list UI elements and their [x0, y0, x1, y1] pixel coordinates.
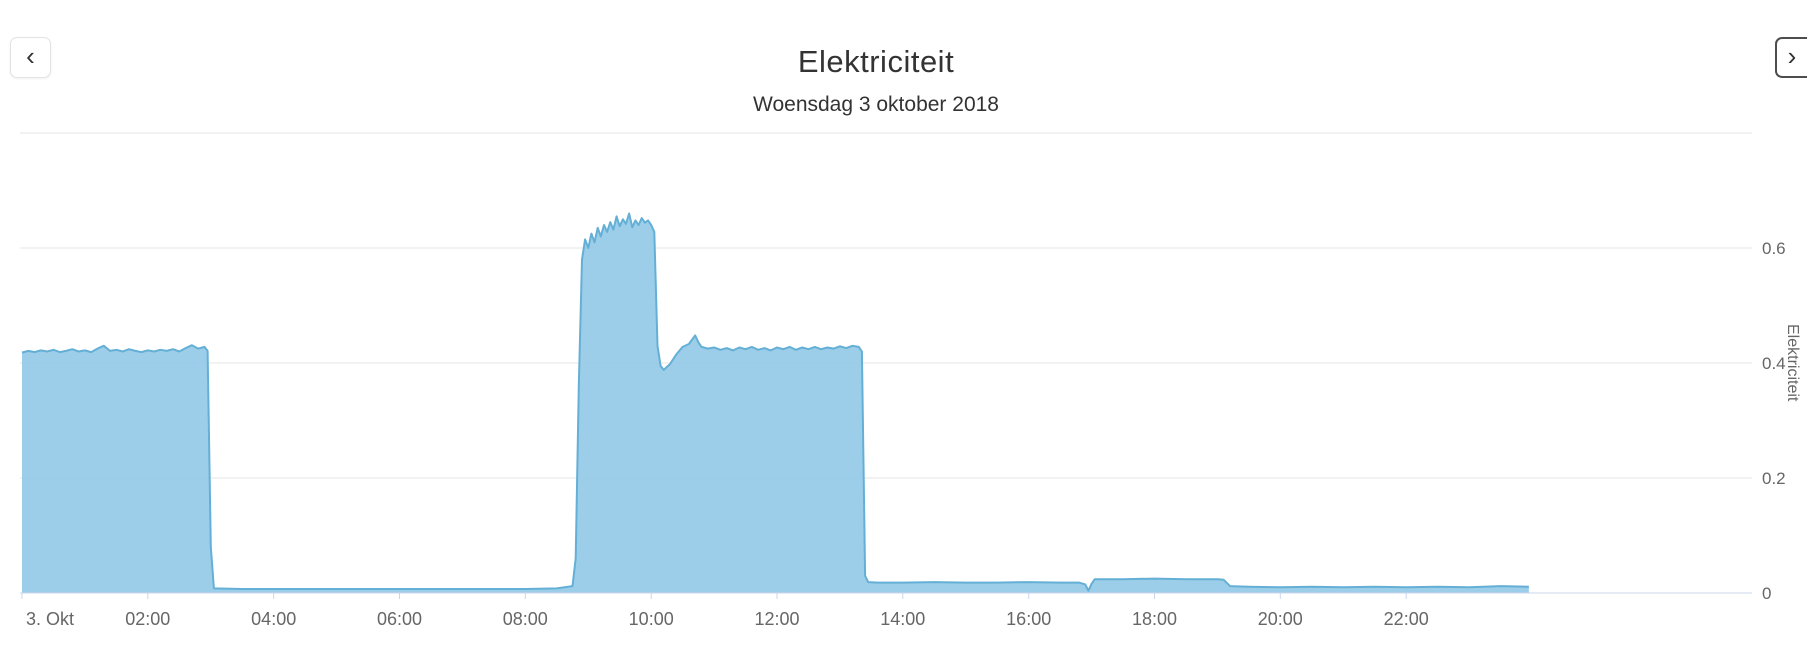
y-tick-label: 0 — [1762, 584, 1771, 603]
chart-subtitle: Woensdag 3 oktober 2018 — [753, 93, 999, 116]
x-tick-label: 06:00 — [377, 609, 422, 629]
series-line — [21, 212, 1529, 592]
x-tick-label: 10:00 — [629, 609, 674, 629]
page-title: Elektriciteit — [797, 44, 955, 79]
y-tick-label: 0.6 — [1762, 239, 1786, 258]
x-tick-label: 02:00 — [125, 609, 170, 629]
x-tick-label: 3. Okt — [26, 609, 74, 629]
x-tick-label: 18:00 — [1132, 609, 1177, 629]
x-tick-label: 04:00 — [251, 609, 296, 629]
x-tick-label: 14:00 — [880, 609, 925, 629]
prev-day-button[interactable]: ‹ — [10, 37, 51, 78]
x-tick-label: 16:00 — [1006, 609, 1051, 629]
series-area — [22, 213, 1529, 593]
x-tick-label: 22:00 — [1384, 609, 1429, 629]
x-tick-label: 20:00 — [1258, 609, 1303, 629]
next-day-button[interactable]: › — [1775, 37, 1807, 78]
y-axis-title: Elektriciteit — [1784, 324, 1801, 402]
y-tick-label: 0.4 — [1762, 354, 1786, 373]
x-tick-label: 08:00 — [503, 609, 548, 629]
x-tick-label: 12:00 — [754, 609, 799, 629]
chevron-right-icon: › — [1787, 40, 1797, 71]
y-tick-label: 0.2 — [1762, 469, 1786, 488]
chevron-left-icon: ‹ — [26, 40, 35, 71]
